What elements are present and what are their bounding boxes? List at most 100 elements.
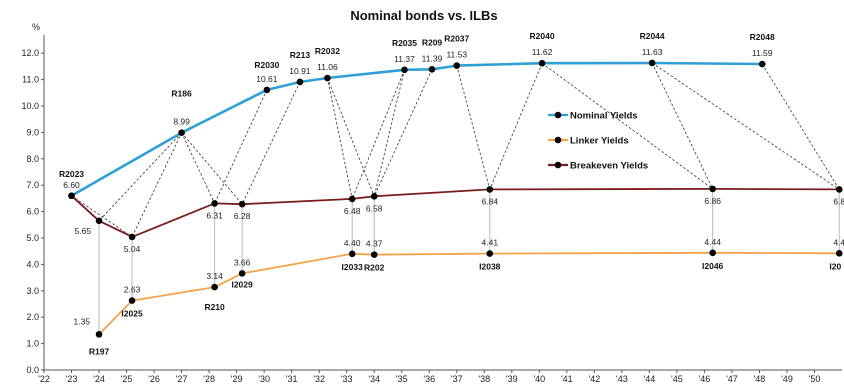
- data-label: 6.31: [206, 210, 223, 220]
- y-tick-label: 2.0: [26, 312, 39, 322]
- x-tick-label: '42: [588, 374, 600, 384]
- bond-label: R186: [171, 89, 192, 99]
- y-tick-label: 12.0: [21, 48, 39, 58]
- data-label: 6.48: [344, 206, 361, 216]
- y-tick-label: 10.0: [21, 101, 39, 111]
- connector-line: [98, 132, 182, 222]
- x-tick-label: '29: [231, 374, 243, 384]
- x-tick-label: '27: [176, 374, 188, 384]
- x-tick-label: '22: [38, 374, 50, 384]
- data-label: 3.66: [234, 257, 251, 267]
- y-tick-label: 1.0: [26, 339, 39, 349]
- series-line: [98, 251, 840, 336]
- connector-line: [651, 62, 840, 190]
- data-point: [128, 233, 136, 241]
- data-point: [128, 297, 136, 304]
- bond-label: R2035: [392, 38, 417, 48]
- bond-label: I20: [829, 261, 841, 271]
- x-tick-label: '41: [561, 374, 573, 384]
- legend-swatch-marker: [554, 161, 562, 169]
- bond-label: R2030: [254, 60, 279, 70]
- data-point: [538, 59, 546, 67]
- connector-line: [327, 77, 375, 197]
- data-label: 10.61: [256, 74, 278, 84]
- data-point: [401, 66, 408, 74]
- y-axis-unit-label: %: [32, 22, 40, 32]
- y-tick-label: 9.0: [26, 127, 39, 137]
- bond-label: R2032: [315, 46, 340, 56]
- data-label: 6.60: [63, 180, 80, 190]
- x-tick-label: '34: [368, 374, 380, 384]
- x-tick-label: '46: [699, 374, 711, 384]
- chart-title: Nominal bonds vs. ILBs: [350, 8, 497, 23]
- connector-line: [181, 132, 243, 205]
- data-point: [370, 251, 378, 258]
- bond-label: I2025: [121, 309, 143, 319]
- x-tick-label: '31: [286, 374, 298, 384]
- x-tick-label: '38: [478, 374, 490, 384]
- data-point: [238, 200, 246, 208]
- data-label: 5.65: [74, 226, 91, 236]
- x-tick-label: '23: [66, 374, 78, 384]
- x-tick-label: '25: [121, 374, 133, 384]
- connector-line: [131, 132, 182, 238]
- data-label: 11.59: [752, 48, 773, 58]
- bond-label: R2023: [59, 169, 84, 179]
- bond-label: R2040: [530, 31, 555, 41]
- data-point: [211, 200, 218, 207]
- y-tick-label: 11.0: [22, 75, 39, 85]
- data-label: 1.35: [73, 316, 90, 326]
- connector-line: [541, 62, 713, 190]
- connector-line: [651, 62, 714, 190]
- x-tick-label: '50: [809, 374, 821, 384]
- data-label: 6.8: [833, 196, 844, 206]
- x-tick-label: '48: [754, 374, 766, 384]
- data-point: [370, 192, 378, 200]
- x-tick-label: '26: [148, 374, 160, 384]
- data-point: [835, 250, 843, 257]
- connector-line: [327, 77, 353, 200]
- x-tick-label: '35: [396, 374, 408, 384]
- data-label: 4.40: [344, 238, 361, 248]
- axes: 0.0 1.0 2.0 3.0 4.0 5.0 6.0 7.0 8.0 9.0 10.0 11.0 12…: [21, 35, 842, 384]
- series-lines: [70, 61, 840, 336]
- x-tick-label: '24: [93, 374, 105, 384]
- y-tick-label: 4.0: [26, 259, 39, 269]
- data-label: 4.44: [704, 237, 721, 247]
- data-point: [296, 78, 304, 86]
- bond-label: R2037: [444, 34, 469, 44]
- data-point: [238, 270, 246, 277]
- data-label: 10.91: [289, 66, 311, 76]
- data-label: 8.99: [173, 117, 190, 127]
- x-tick-label: '40: [533, 374, 545, 384]
- connector-line: [456, 65, 491, 190]
- bond-label: R210: [204, 302, 225, 312]
- bond-label: R197: [89, 346, 110, 356]
- data-point: [324, 74, 331, 82]
- legend-entry-label: Nominal Yields: [570, 111, 638, 122]
- data-label: 11.06: [317, 62, 338, 72]
- x-tick-label: '37: [451, 374, 463, 384]
- y-tick-label: 8.0: [26, 154, 39, 164]
- data-point: [709, 249, 716, 257]
- data-point: [428, 66, 436, 73]
- series-line: [70, 61, 763, 197]
- data-label: 6.86: [704, 196, 721, 206]
- data-point: [95, 217, 103, 225]
- connector-line: [373, 69, 405, 197]
- data-label: 11.39: [422, 53, 443, 63]
- data-point: [95, 331, 103, 338]
- x-tick-label: '32: [313, 374, 325, 384]
- connector-line: [489, 63, 543, 190]
- connector-line: [181, 132, 215, 204]
- connector-line: [351, 69, 405, 200]
- data-label: 5.04: [124, 244, 141, 254]
- connector-line: [71, 195, 133, 238]
- bond-label: R2048: [750, 32, 775, 42]
- x-tick-label: '36: [423, 374, 435, 384]
- bond-label: I2029: [231, 279, 253, 289]
- data-label: 6.58: [366, 203, 383, 213]
- y-tick-label: 6.0: [26, 207, 39, 217]
- bond-label: R213: [290, 50, 311, 60]
